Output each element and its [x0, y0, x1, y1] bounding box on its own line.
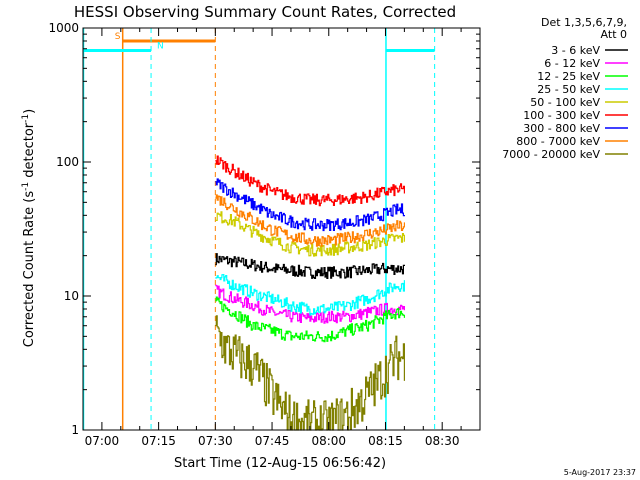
series-line-12-25 — [215, 296, 405, 343]
y-axis-label-mid: detector — [22, 122, 37, 182]
y-tick-label: 1000 — [48, 21, 79, 35]
y-tick-label: 10 — [64, 289, 79, 303]
series-line-7000-20000 — [215, 315, 405, 431]
x-tick-label: 08:15 — [368, 434, 403, 448]
series-layer — [215, 155, 405, 431]
axis-layer: 07:00 07:15 07:30 07:45 08:00 08:15 08:30 1 10 10… — [48, 21, 481, 448]
legend-item-label: 800 - 7000 keV — [516, 135, 600, 148]
plot-area: S N 07:00 07:15 07:30 07:45 08:00 08:15 08:30 1 1… — [48, 21, 481, 448]
legend-item: 6 - 12 keV — [544, 57, 628, 70]
night-label: N — [157, 41, 164, 51]
x-tick-label: 07:45 — [255, 434, 290, 448]
legend-item-label: 3 - 6 keV — [551, 44, 600, 57]
y-axis-label-sup1: -1 — [21, 182, 31, 191]
x-tick-label: 07:00 — [85, 434, 120, 448]
legend-item-label: 25 - 50 keV — [537, 83, 600, 96]
legend-header-attenuator: Att 0 — [601, 28, 627, 41]
series-line-800-7000 — [215, 194, 405, 247]
footer-timestamp: 5-Aug-2017 23:37 — [564, 468, 636, 477]
legend-item: 50 - 100 keV — [530, 96, 628, 109]
y-tick-label: 100 — [56, 155, 79, 169]
legend-item-label: 300 - 800 keV — [523, 122, 600, 135]
y-axis-label-end: ) — [22, 109, 37, 114]
y-axis-label-sup2: -1 — [21, 114, 31, 123]
legend-item: 12 - 25 keV — [537, 70, 628, 83]
series-line-25-50 — [215, 274, 405, 316]
series-line-3-6 — [215, 253, 405, 279]
legend-item: 100 - 300 keV — [523, 109, 628, 122]
legend-item-label: 12 - 25 keV — [537, 70, 600, 83]
saa-label: S — [115, 32, 121, 42]
legend-item-label: 100 - 300 keV — [523, 109, 600, 122]
plot-frame — [82, 27, 481, 431]
legend-item: 300 - 800 keV — [523, 122, 628, 135]
legend-item: 800 - 7000 keV — [516, 135, 628, 148]
legend-item: 7000 - 20000 keV — [502, 148, 628, 161]
legend-item-label: 7000 - 20000 keV — [502, 148, 600, 161]
legend-item-label: 6 - 12 keV — [544, 57, 600, 70]
legend-header-detectors: Det 1,3,5,6,7,9, — [541, 16, 627, 29]
y-axis-label-main: Corrected Count Rate (s — [22, 191, 37, 348]
y-axis-label: Corrected Count Rate (s-1 detector-1) — [21, 109, 37, 347]
series-line-100-300 — [215, 155, 405, 207]
series-line-50-100 — [215, 211, 405, 257]
x-tick-label: 08:30 — [425, 434, 460, 448]
legend-item-label: 50 - 100 keV — [530, 96, 600, 109]
x-tick-label: 07:15 — [141, 434, 176, 448]
series-line-300-800 — [215, 178, 405, 232]
legend-item: 3 - 6 keV — [551, 44, 628, 57]
legend-item: 25 - 50 keV — [537, 83, 628, 96]
y-tick-label: 1 — [71, 423, 79, 437]
chart-title: HESSI Observing Summary Count Rates, Cor… — [74, 3, 456, 21]
x-tick-label: 07:30 — [198, 434, 233, 448]
x-axis-label: Start Time (12-Aug-15 06:56:42) — [174, 456, 386, 471]
series-line-6-12 — [215, 284, 405, 324]
x-tick-label: 08:00 — [311, 434, 346, 448]
